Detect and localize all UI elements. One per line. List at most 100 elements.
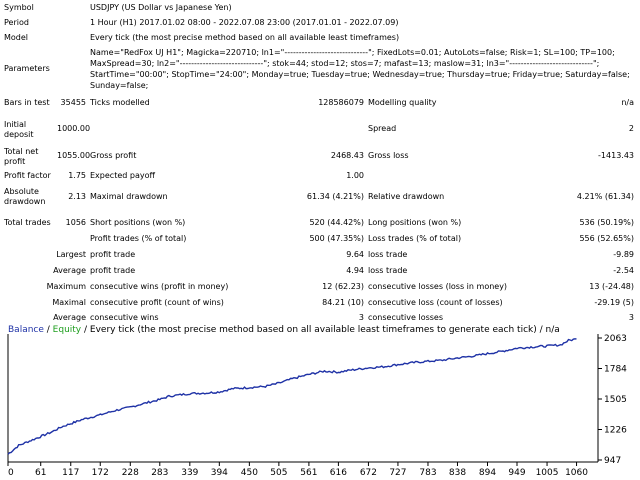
largest-label: Largest [56, 250, 86, 259]
model-value: Every tick (the most precise method base… [90, 33, 400, 42]
avg-consec-losses-value: 3 [628, 313, 634, 322]
loss-trades-value: 556 (52.65%) [579, 234, 634, 243]
x-tick-label: 339 [181, 468, 198, 476]
largest-profit-label: profit trade [90, 250, 136, 259]
legend-description: / Every tick (the most precise method ba… [81, 325, 560, 335]
chart-legend: Balance / Equity / Every tick (the most … [8, 325, 560, 335]
rel-drawdown-label: Relative drawdown [368, 192, 445, 201]
maximal-profit-label: consecutive profit (count of wins) [90, 298, 224, 307]
bars-label: Bars in test [4, 98, 50, 107]
y-tick-label: 1784 [604, 365, 627, 375]
max-consec-wins-label: consecutive wins (profit in money) [90, 282, 229, 291]
quality-value: n/a [621, 98, 634, 107]
bars-value: 35455 [60, 98, 86, 107]
x-tick-label: 228 [122, 468, 139, 476]
x-tick-label: 505 [270, 468, 287, 476]
symbol-label: Symbol [4, 3, 34, 12]
x-tick-label: 894 [479, 468, 496, 476]
short-positions-value: 520 (44.42%) [309, 218, 364, 227]
loss-trades-label: Loss trades (% of total) [368, 234, 462, 243]
average-profit-label: profit trade [90, 266, 136, 275]
chart-plot: 947 1226 1505 1784 2063 0 61 117 172 228 283 339 394… [7, 334, 627, 478]
profit-trades-value: 500 (47.35%) [309, 234, 364, 243]
x-tick-label: 394 [211, 468, 228, 476]
x-tick-label: 1060 [565, 468, 588, 476]
max-drawdown-label: Maximal drawdown [90, 192, 168, 201]
deposit-label: Initial deposit [4, 120, 34, 139]
gross-loss-label: Gross loss [368, 151, 409, 160]
spread-label: Spread [368, 124, 397, 133]
average-label: Average [53, 266, 86, 275]
total-trades-label: Total trades [4, 218, 51, 227]
abs-drawdown-value: 2.13 [68, 192, 86, 201]
largest-loss-value: -9.89 [613, 250, 634, 259]
x-tick-label: 117 [62, 468, 79, 476]
max-drawdown-value: 61.34 (4.21%) [306, 192, 364, 201]
max-consec-losses-value: 13 (-24.48) [589, 282, 634, 291]
abs-drawdown-label: Absolute drawdown [4, 187, 46, 206]
profit-factor-value: 1.75 [68, 171, 86, 180]
x-tick-label: 838 [449, 468, 466, 476]
x-tick-label: 0 [8, 468, 14, 476]
short-positions-label: Short positions (won %) [90, 218, 186, 227]
x-tick-label: 1005 [536, 468, 559, 476]
avg-consec-wins-value: 3 [358, 313, 364, 322]
y-tick-label: 1226 [604, 426, 627, 436]
balance-chart: Balance / Equity / Every tick (the most … [4, 322, 636, 478]
y-tick-label: 2063 [604, 334, 627, 344]
gross-profit-value: 2468.43 [330, 151, 364, 160]
avg-consec-losses-label: consecutive losses [368, 313, 444, 322]
max-consec-wins-value: 12 (62.23) [322, 282, 364, 291]
legend-equity: Equity [52, 325, 82, 335]
expected-payoff-value: 1.00 [346, 171, 364, 180]
rel-drawdown-value: 4.21% (61.34) [576, 192, 634, 201]
x-tick-label: 672 [360, 468, 377, 476]
maximal-loss-value: -29.19 (5) [594, 298, 634, 307]
average-profit-value: 4.94 [346, 266, 364, 275]
x-tick-label: 561 [300, 468, 317, 476]
legend-balance: Balance [8, 325, 44, 335]
spread-value: 2 [628, 124, 634, 133]
x-tick-label: 172 [92, 468, 109, 476]
expected-payoff-label: Expected payoff [90, 171, 155, 180]
net-profit-label: Total net profit [4, 147, 39, 166]
deposit-value: 1000.00 [57, 124, 91, 133]
balance-line [7, 338, 577, 455]
parameters-value: Name="RedFox UJ H1"; Magicka=220710; ln1… [90, 48, 630, 90]
max-consec-losses-label: consecutive losses (loss in money) [368, 282, 508, 291]
long-positions-label: Long positions (won %) [368, 218, 462, 227]
x-tick-label: 949 [508, 468, 525, 476]
maximal-loss-label: consecutive loss (count of losses) [368, 298, 503, 307]
x-tick-label: 450 [241, 468, 258, 476]
x-tick-label: 616 [330, 468, 347, 476]
model-label: Model [4, 33, 29, 42]
x-tick-label: 61 [35, 468, 46, 476]
y-tick-label: 1505 [604, 395, 627, 405]
ticks-value: 128586079 [318, 98, 364, 107]
profit-trades-label: Profit trades (% of total) [90, 234, 187, 243]
net-profit-value: 1055.00 [57, 151, 91, 160]
x-tick-label: 727 [389, 468, 406, 476]
maximum-label: Maximum [46, 282, 86, 291]
period-label: Period [4, 18, 29, 27]
largest-loss-label: loss trade [368, 250, 408, 259]
symbol-value: USDJPY (US Dollar vs Japanese Yen) [90, 3, 232, 12]
maximal-profit-value: 84.21 (10) [322, 298, 364, 307]
avg-consec-wins-label: consecutive wins [90, 313, 159, 322]
parameters-label: Parameters [4, 64, 50, 73]
total-trades-value: 1056 [65, 218, 86, 227]
quality-label: Modelling quality [368, 98, 437, 107]
long-positions-value: 536 (50.19%) [579, 218, 634, 227]
average-loss-label: loss trade [368, 266, 408, 275]
profit-factor-label: Profit factor [4, 171, 51, 180]
ticks-label: Ticks modelled [90, 98, 150, 107]
average-loss-value: -2.54 [613, 266, 634, 275]
report-table: Symbol USDJPY (US Dollar vs Japanese Yen… [4, 3, 634, 322]
average-consec-label: Average [53, 313, 86, 322]
y-tick-label: 947 [604, 456, 621, 466]
period-value: 1 Hour (H1) 2017.01.02 08:00 - 2022.07.0… [90, 18, 399, 27]
x-tick-label: 783 [419, 468, 436, 476]
gross-profit-label: Gross profit [90, 151, 137, 160]
maximal-label: Maximal [52, 298, 86, 307]
gross-loss-value: -1413.43 [598, 151, 634, 160]
